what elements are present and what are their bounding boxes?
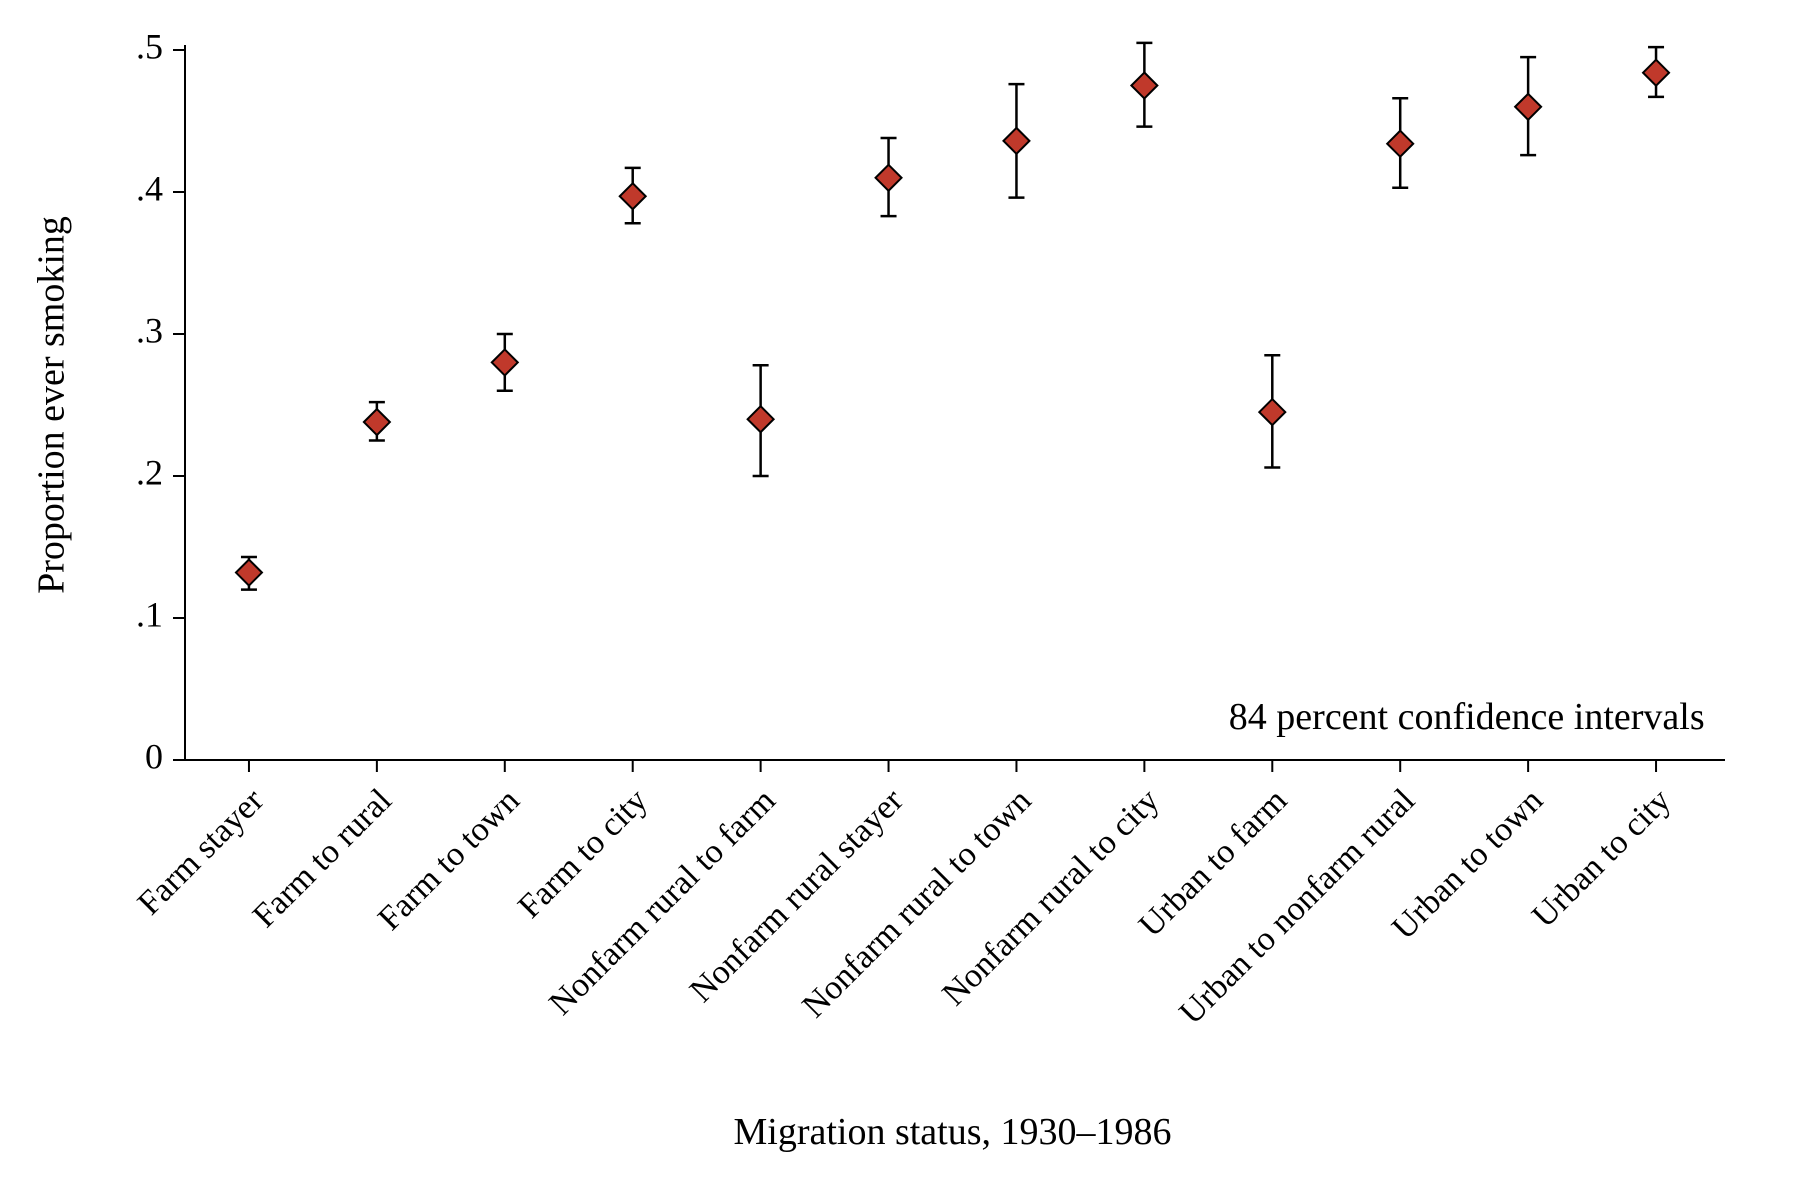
y-tick-label: .1 (136, 594, 163, 634)
x-tick-label: Nonfarm rural to farm (542, 782, 782, 1022)
data-marker (364, 409, 390, 435)
data-marker (620, 183, 646, 209)
data-marker (236, 560, 262, 586)
x-axis-title: Migration status, 1930–1986 (733, 1111, 1171, 1153)
data-marker (1515, 94, 1541, 120)
x-tick-label: Nonfarm rural stayer (683, 781, 911, 1009)
chart-container: 0 .1 .2 .3 .4 .5 Proportion ever smoking Farm s… (0, 0, 1800, 1204)
data-marker (748, 406, 774, 432)
y-tick-label: .5 (136, 26, 163, 66)
y-tick-label: .3 (136, 310, 163, 350)
data-marker (1643, 60, 1669, 86)
data-marker (1387, 131, 1413, 157)
data-marker (1259, 399, 1285, 425)
x-tick-label: Nonfarm rural to city (935, 782, 1166, 1013)
chart-svg: 0 .1 .2 .3 .4 .5 Proportion ever smoking Farm s… (0, 0, 1800, 1204)
data-marker (1003, 128, 1029, 154)
y-tick-label: .4 (136, 168, 163, 208)
x-tick-label: Urban to nonfarm rural (1172, 782, 1422, 1032)
y-tick-label: 0 (145, 736, 163, 776)
x-tick-label: Farm stayer (131, 781, 272, 922)
data-marker (492, 349, 518, 375)
x-tick-label: Urban to city (1525, 782, 1678, 935)
x-tick-label: Nonfarm rural to town (795, 782, 1038, 1025)
y-tick-label: .2 (136, 452, 163, 492)
data-marker (876, 165, 902, 191)
data-marker (1131, 73, 1157, 99)
y-axis-title: Proportion ever smoking (31, 216, 73, 594)
confidence-annotation: 84 percent confidence intervals (1229, 696, 1705, 738)
